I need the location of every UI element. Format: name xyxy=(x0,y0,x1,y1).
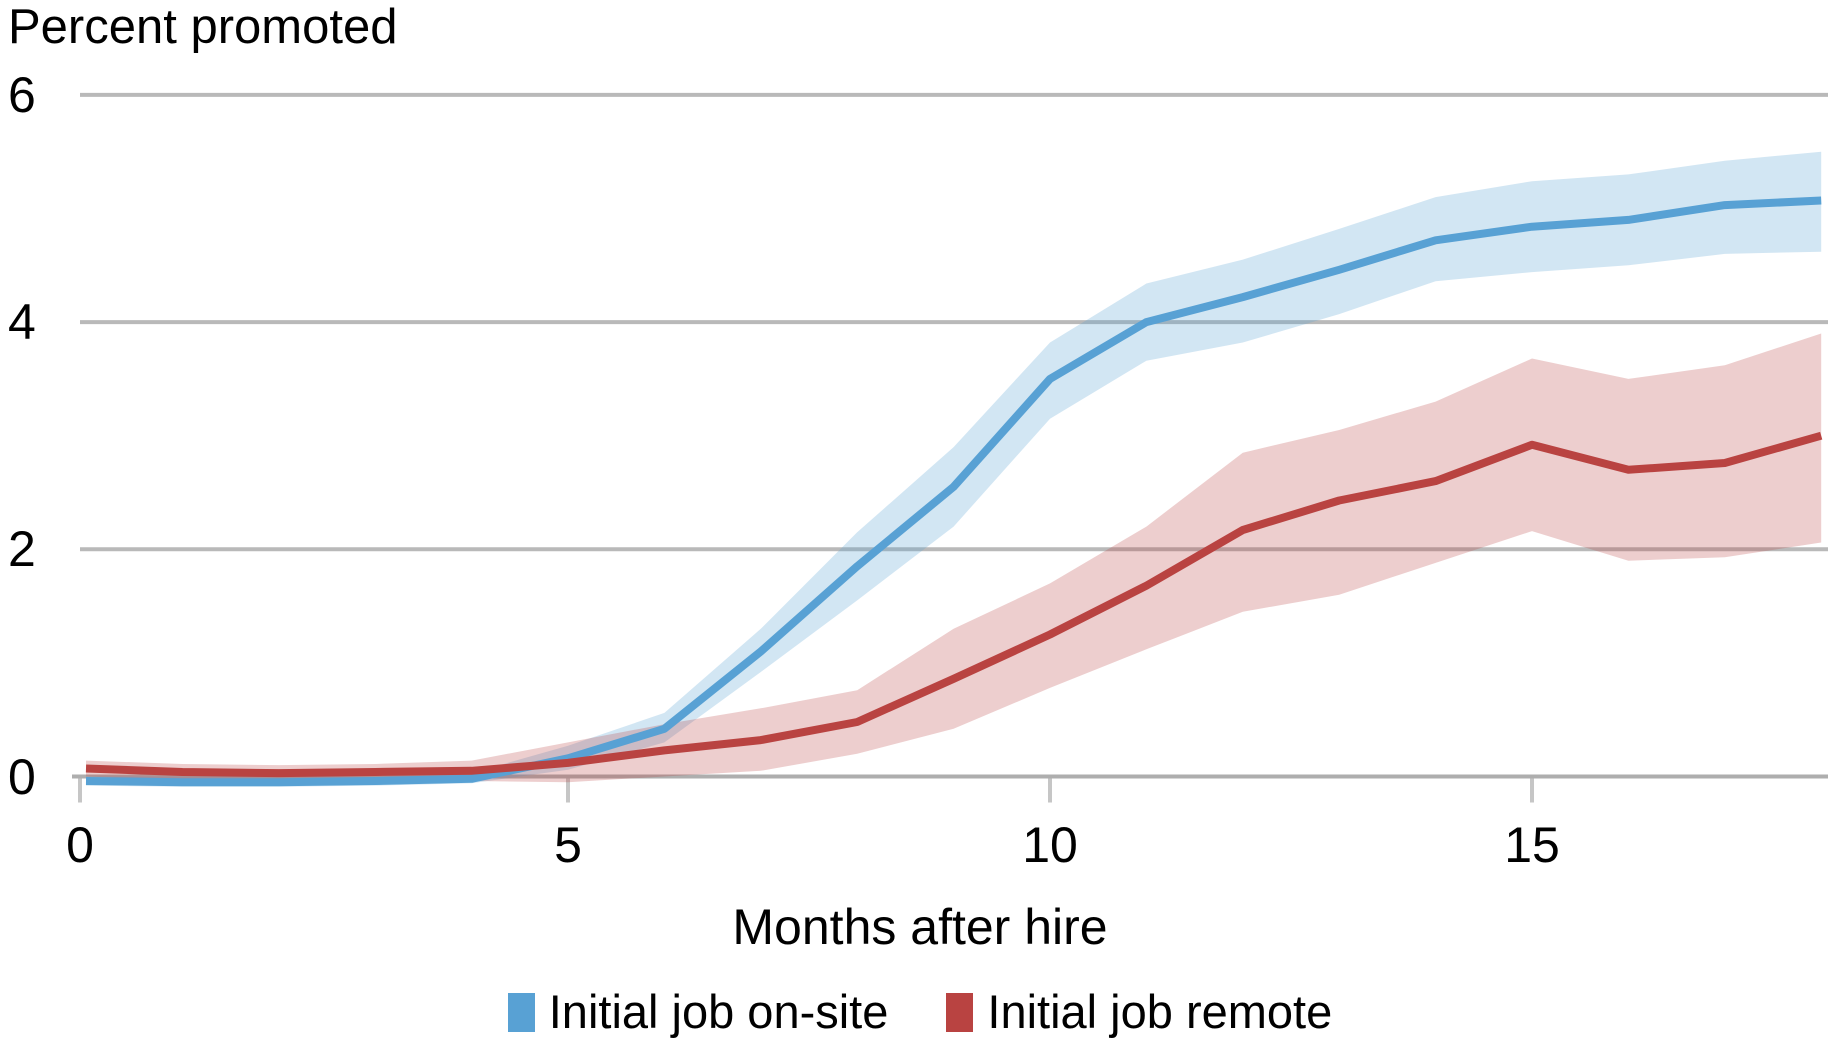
legend-label-onsite: Initial job on-site xyxy=(548,985,889,1038)
series-lines xyxy=(85,196,1823,787)
x-tick-label-0: 0 xyxy=(66,817,94,873)
x-axis-ticks xyxy=(78,778,1534,803)
remote-legend-swatch-icon xyxy=(946,992,974,1032)
x-tick-label-5: 5 xyxy=(554,817,582,873)
y-tick-label-0: 0 xyxy=(8,748,36,805)
y-tick-label-4: 4 xyxy=(8,294,36,351)
y-tick-label-6: 6 xyxy=(8,66,36,123)
remote-confidence-band xyxy=(86,333,1822,783)
x-tick-label-10: 10 xyxy=(1022,817,1078,873)
gridlines xyxy=(80,92,1828,552)
x-axis-title: Months after hire xyxy=(732,899,1108,955)
y-axis-title: Percent promoted xyxy=(8,0,398,54)
confidence-bands xyxy=(86,151,1822,787)
onsite-legend-swatch-icon xyxy=(507,992,535,1032)
legend-item-onsite: Initial job on-site xyxy=(507,985,889,1039)
legend-item-remote: Initial job remote xyxy=(946,985,1332,1039)
onsite-confidence-band xyxy=(86,151,1822,787)
y-tick-label-2: 2 xyxy=(8,521,36,578)
remote-line xyxy=(85,431,1823,778)
x-tick-label-15: 15 xyxy=(1504,817,1560,873)
legend: Initial job on-site Initial job remote xyxy=(0,985,1840,1039)
legend-label-remote: Initial job remote xyxy=(987,985,1333,1038)
onsite-line xyxy=(85,196,1822,787)
